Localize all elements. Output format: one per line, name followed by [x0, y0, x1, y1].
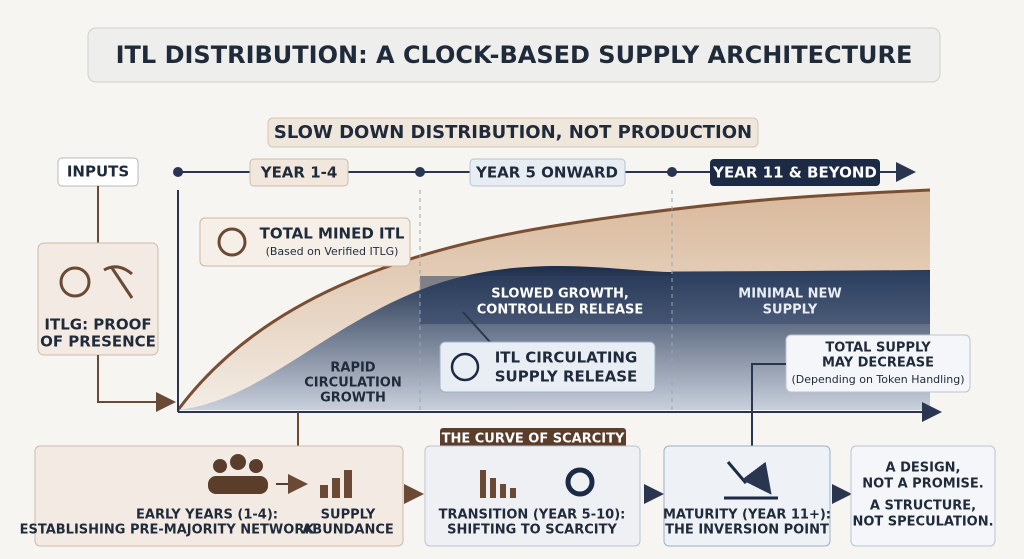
region-text: MINIMAL NEW	[738, 287, 841, 302]
inputs-label: INPUTS	[67, 163, 129, 181]
phase-label: YEAR 11 & BEYOND	[712, 164, 877, 182]
subtitle-box	[267, 117, 759, 148]
stage-card	[850, 445, 996, 547]
title-box	[87, 27, 941, 83]
region-text: RAPID	[330, 361, 375, 376]
subtitle: SLOW DOWN DISTRIBUTION, NOT PRODUCTION	[274, 122, 752, 143]
stage-text: SUPPLY	[321, 508, 376, 523]
growth-icon	[320, 470, 352, 498]
stage-text: ESTABLISHING PRE-MAJORITY NETWORK	[20, 523, 316, 538]
callout-box	[199, 217, 411, 267]
stage-card	[663, 445, 831, 547]
mined-curve	[176, 188, 931, 411]
input-line: ITLG: PROOF	[44, 316, 151, 334]
connector	[751, 363, 786, 462]
region-text: SUPPLY	[763, 303, 818, 318]
callout-box	[439, 341, 656, 393]
input-line: OF PRESENCE	[40, 333, 156, 351]
region-panel	[420, 276, 672, 324]
phase-box	[710, 159, 880, 186]
connector	[97, 355, 176, 412]
region-text: SLOWED GROWTH,	[491, 287, 629, 302]
phase-label: YEAR 1-4	[260, 164, 338, 182]
phase-box	[249, 158, 349, 187]
region-panel	[672, 271, 930, 324]
scarcity-box	[440, 428, 626, 449]
people-icon	[208, 454, 268, 494]
region-text: CIRCULATION	[304, 376, 401, 391]
decline-icon	[726, 461, 772, 495]
phase-label: YEAR 5 ONWARD	[475, 164, 618, 182]
callout-title: TOTAL MINED ITL	[260, 225, 405, 243]
stage-card	[34, 445, 404, 547]
transition-icon	[480, 467, 595, 498]
callout-title: TOTAL SUPPLY	[825, 341, 931, 356]
callout-title: SUPPLY RELEASE	[495, 368, 638, 386]
stage-text: A DESIGN,	[886, 461, 961, 476]
stage-text: ABUNDANCE	[302, 523, 394, 538]
stage-text: NOT SPECULATION.	[852, 515, 993, 530]
connector	[462, 311, 491, 343]
stage-text: EARLY YEARS (1-4):	[136, 508, 278, 523]
timeline-dot	[415, 167, 425, 177]
region-text: CONTROLLED RELEASE	[477, 303, 644, 318]
hands-icon	[59, 265, 134, 299]
timeline-dot	[667, 167, 677, 177]
callout-note: (Depending on Token Handling)	[791, 373, 964, 386]
scarcity-label: THE CURVE OF SCARCITY	[442, 432, 625, 447]
coin-icon	[450, 352, 480, 382]
phase-box	[469, 158, 626, 187]
timeline-dot	[173, 167, 183, 177]
hands-icon	[217, 227, 247, 257]
callout-title: MAY DECREASE	[822, 356, 934, 371]
title: ITL DISTRIBUTION: A CLOCK-BASED SUPPLY A…	[116, 41, 913, 69]
region-text: GROWTH	[320, 391, 386, 406]
stage-text: SHIFTING TO SCARCITY	[447, 523, 617, 538]
stage-text: TRANSITION (YEAR 5-10):	[439, 508, 626, 523]
stage-text: NOT A PROMISE.	[862, 477, 983, 492]
callout-note: (Based on Verified ITLG)	[266, 245, 399, 258]
stage-text: MATURITY (YEAR 11+):	[663, 508, 831, 523]
stage-text: THE INVERSION POINT	[665, 523, 829, 538]
callout-title: ITL CIRCULATING	[495, 349, 638, 367]
stage-text: A STRUCTURE,	[870, 499, 976, 514]
